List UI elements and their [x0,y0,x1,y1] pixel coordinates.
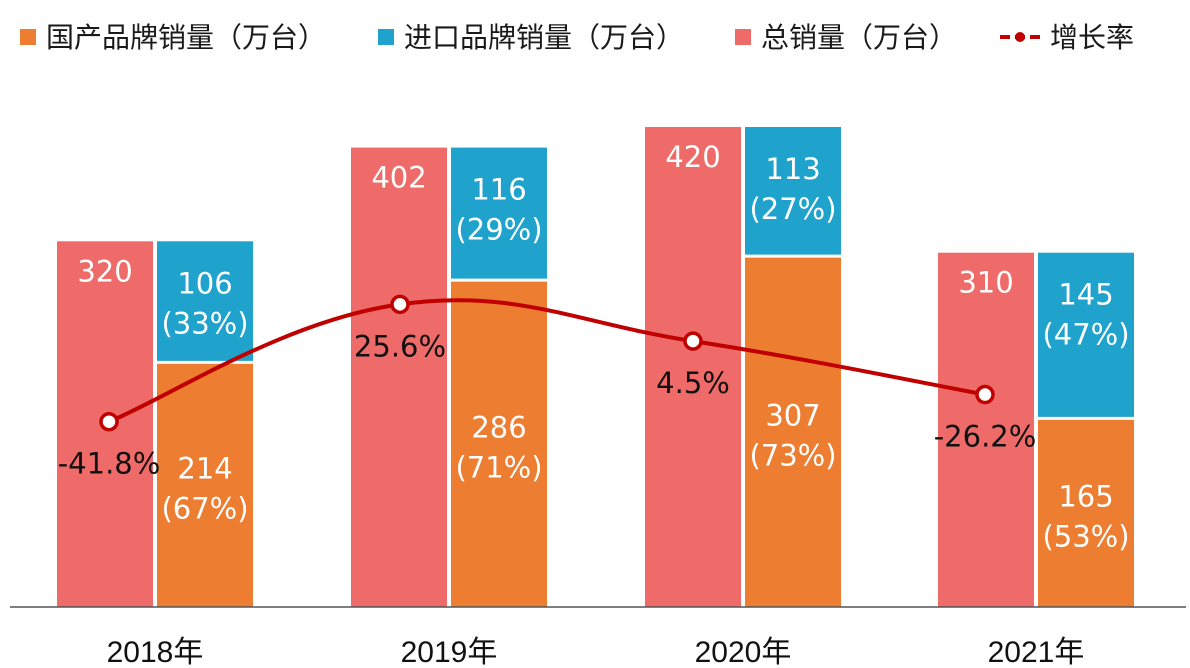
legend-label: 总销量（万台） [761,21,957,54]
legend-label: 国产品牌销量（万台） [46,21,326,54]
legend-label: 增长率 [1050,21,1134,54]
growth-rate-point [99,411,119,432]
bar-imported-share: (47%) [1042,318,1129,352]
growth-rate-label: 4.5% [656,366,730,400]
bar-imported-share: (27%) [749,192,836,226]
bar-domestic-share: (71%) [455,451,542,485]
legend-swatch [20,29,36,45]
legend-swatch-dot [1015,32,1025,42]
x-tick-label: 2020年 [695,636,792,668]
bar-domestic [451,280,547,607]
bar-domestic-value: 286 [471,411,526,445]
legend-swatch [735,29,751,45]
bar-total [645,127,741,607]
bar-domestic-value: 165 [1058,480,1113,514]
bar-total-label: 402 [371,161,426,195]
legend-label: 进口品牌销量（万台） [404,21,684,54]
bar-domestic-share: (53%) [1042,520,1129,554]
bar-total-label: 320 [77,254,132,288]
x-tick-label: 2021年 [988,636,1085,668]
bar-imported [157,241,253,363]
x-tick-label: 2018年 [107,636,204,668]
x-tick-label: 2019年 [401,636,498,668]
bar-domestic [157,362,253,607]
bars: 320 106 (33%) 214 (67%) 402 116 (29%) 286 (71%) 42… [57,127,1134,608]
bar-imported-value: 113 [765,152,820,186]
bar-imported-share: (33%) [161,306,248,340]
bar-total-label: 420 [665,140,720,174]
growth-rate-point [683,331,703,351]
x-axis-ticks: 2018年 2019年 2020年 2021年 [107,636,1085,668]
bar-total [938,252,1034,607]
bar-domestic-share: (67%) [161,492,248,526]
bar-domestic-value: 214 [177,452,232,486]
bar-imported [1038,252,1134,419]
bar-total-label: 310 [958,266,1013,300]
growth-rate-label: -41.8% [58,447,161,481]
bar-total [351,147,447,608]
bar-domestic [745,256,841,607]
growth-rate-path [108,298,986,424]
growth-rate-line: -41.8% 25.6% 4.5% -26.2% [58,294,1037,481]
bar-imported-share: (29%) [455,213,542,247]
growth-rate-label: 25.6% [354,329,446,363]
bar-domestic [1038,418,1134,607]
bar-domestic-share: (73%) [749,439,836,473]
bar-domestic-value: 307 [765,399,820,433]
bar-imported-value: 106 [177,266,232,300]
growth-rate-point [390,294,410,315]
bar-imported-value: 145 [1058,278,1113,312]
bar-imported-value: 116 [471,173,526,207]
growth-rate-point [975,384,995,405]
legend: 国产品牌销量（万台） 进口品牌销量（万台） 总销量（万台） 增长率 [20,21,1134,54]
legend-swatch [378,29,394,45]
bar-imported [745,127,841,257]
bar-imported [451,147,547,281]
growth-rate-label: -26.2% [934,420,1037,454]
